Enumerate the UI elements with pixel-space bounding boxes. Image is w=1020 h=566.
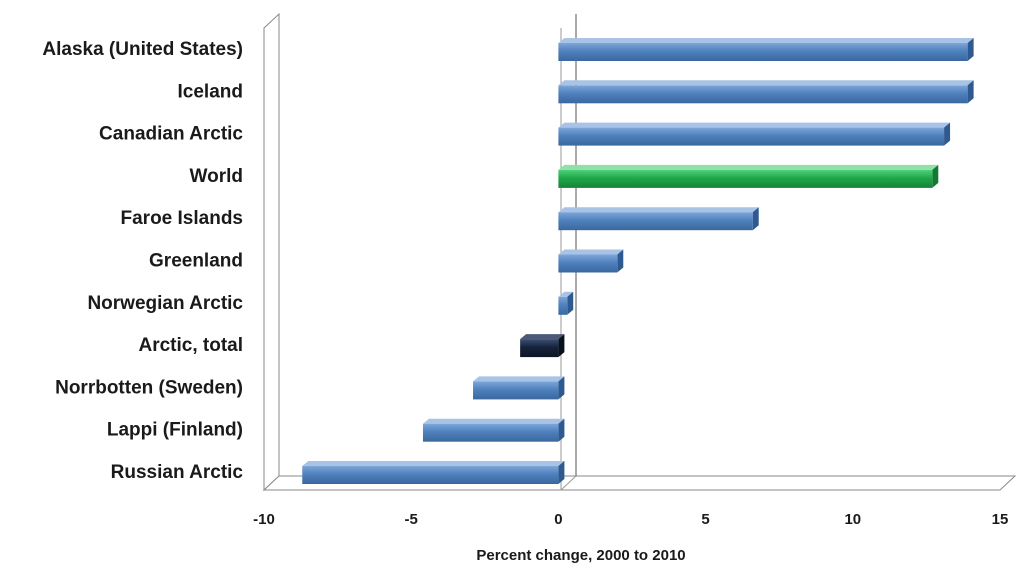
category-label: Faroe Islands xyxy=(121,208,244,229)
bar-front-face xyxy=(520,339,559,358)
x-tick-label: 5 xyxy=(701,511,709,528)
bar-side-face xyxy=(617,249,624,273)
bar-side-face xyxy=(558,376,565,400)
category-label: Alaska (United States) xyxy=(42,39,243,60)
bar-front-face xyxy=(558,43,968,61)
bar-top-face xyxy=(558,80,974,86)
x-tick-label: 0 xyxy=(554,511,562,528)
bar xyxy=(558,249,624,273)
bar-front-face xyxy=(422,423,559,442)
bar xyxy=(558,291,574,315)
category-label: World xyxy=(190,166,243,187)
x-tick-label: 15 xyxy=(992,511,1009,528)
bar-top-face xyxy=(302,461,565,466)
bar xyxy=(558,80,974,104)
category-labels: Alaska (United States) Iceland Canadian Ar… xyxy=(42,39,243,483)
bar-top-face xyxy=(558,38,974,43)
x-tick-label: -10 xyxy=(253,511,275,528)
bar-top-face xyxy=(558,291,574,297)
bar-front-face xyxy=(302,466,559,484)
bar xyxy=(558,38,974,61)
bar-front-face xyxy=(558,212,753,231)
bar-side-face xyxy=(967,38,974,61)
bar-side-face xyxy=(752,207,759,231)
bar xyxy=(422,418,565,442)
bar xyxy=(558,122,951,146)
bar-front-face xyxy=(558,296,568,315)
x-tick-label: 10 xyxy=(844,511,861,528)
x-tick-label: -5 xyxy=(405,511,418,528)
bar-side-face xyxy=(932,164,939,188)
category-label: Russian Arctic xyxy=(111,462,244,483)
bar-top-face xyxy=(520,334,565,340)
x-axis-ticks: -10 -5 0 5 10 15 xyxy=(253,511,1008,528)
x-axis-title: Percent change, 2000 to 2010 xyxy=(476,547,685,564)
bar-front-face xyxy=(558,127,945,146)
bar xyxy=(302,461,565,484)
bar xyxy=(520,334,565,358)
bar-side-face xyxy=(967,80,974,104)
bars-group xyxy=(302,38,974,484)
category-label: Lappi (Finland) xyxy=(107,420,243,441)
bar-top-face xyxy=(558,207,759,213)
bar-side-face xyxy=(558,418,565,442)
category-label: Canadian Arctic xyxy=(99,124,243,145)
bar-front-face xyxy=(558,254,618,273)
bar-side-face xyxy=(558,461,565,484)
category-label: Iceland xyxy=(178,81,243,102)
category-label: Norrbotten (Sweden) xyxy=(55,377,243,398)
bar-side-face xyxy=(558,334,565,358)
bar-top-face xyxy=(422,418,565,424)
bar-top-face xyxy=(558,164,939,170)
bar-top-face xyxy=(473,376,565,382)
category-label: Arctic, total xyxy=(138,335,243,356)
bar-side-face xyxy=(944,122,951,146)
bar-front-face xyxy=(558,169,933,188)
bar xyxy=(558,164,939,188)
bar-side-face xyxy=(567,291,574,315)
bar-top-face xyxy=(558,122,951,128)
bar-top-face xyxy=(558,249,624,255)
bar xyxy=(473,376,565,400)
category-label: Norwegian Arctic xyxy=(87,293,243,314)
side-wall xyxy=(263,12,280,492)
bar xyxy=(558,207,759,231)
bar-front-face xyxy=(558,85,968,104)
bar-front-face xyxy=(473,381,559,400)
category-label: Greenland xyxy=(149,251,243,272)
